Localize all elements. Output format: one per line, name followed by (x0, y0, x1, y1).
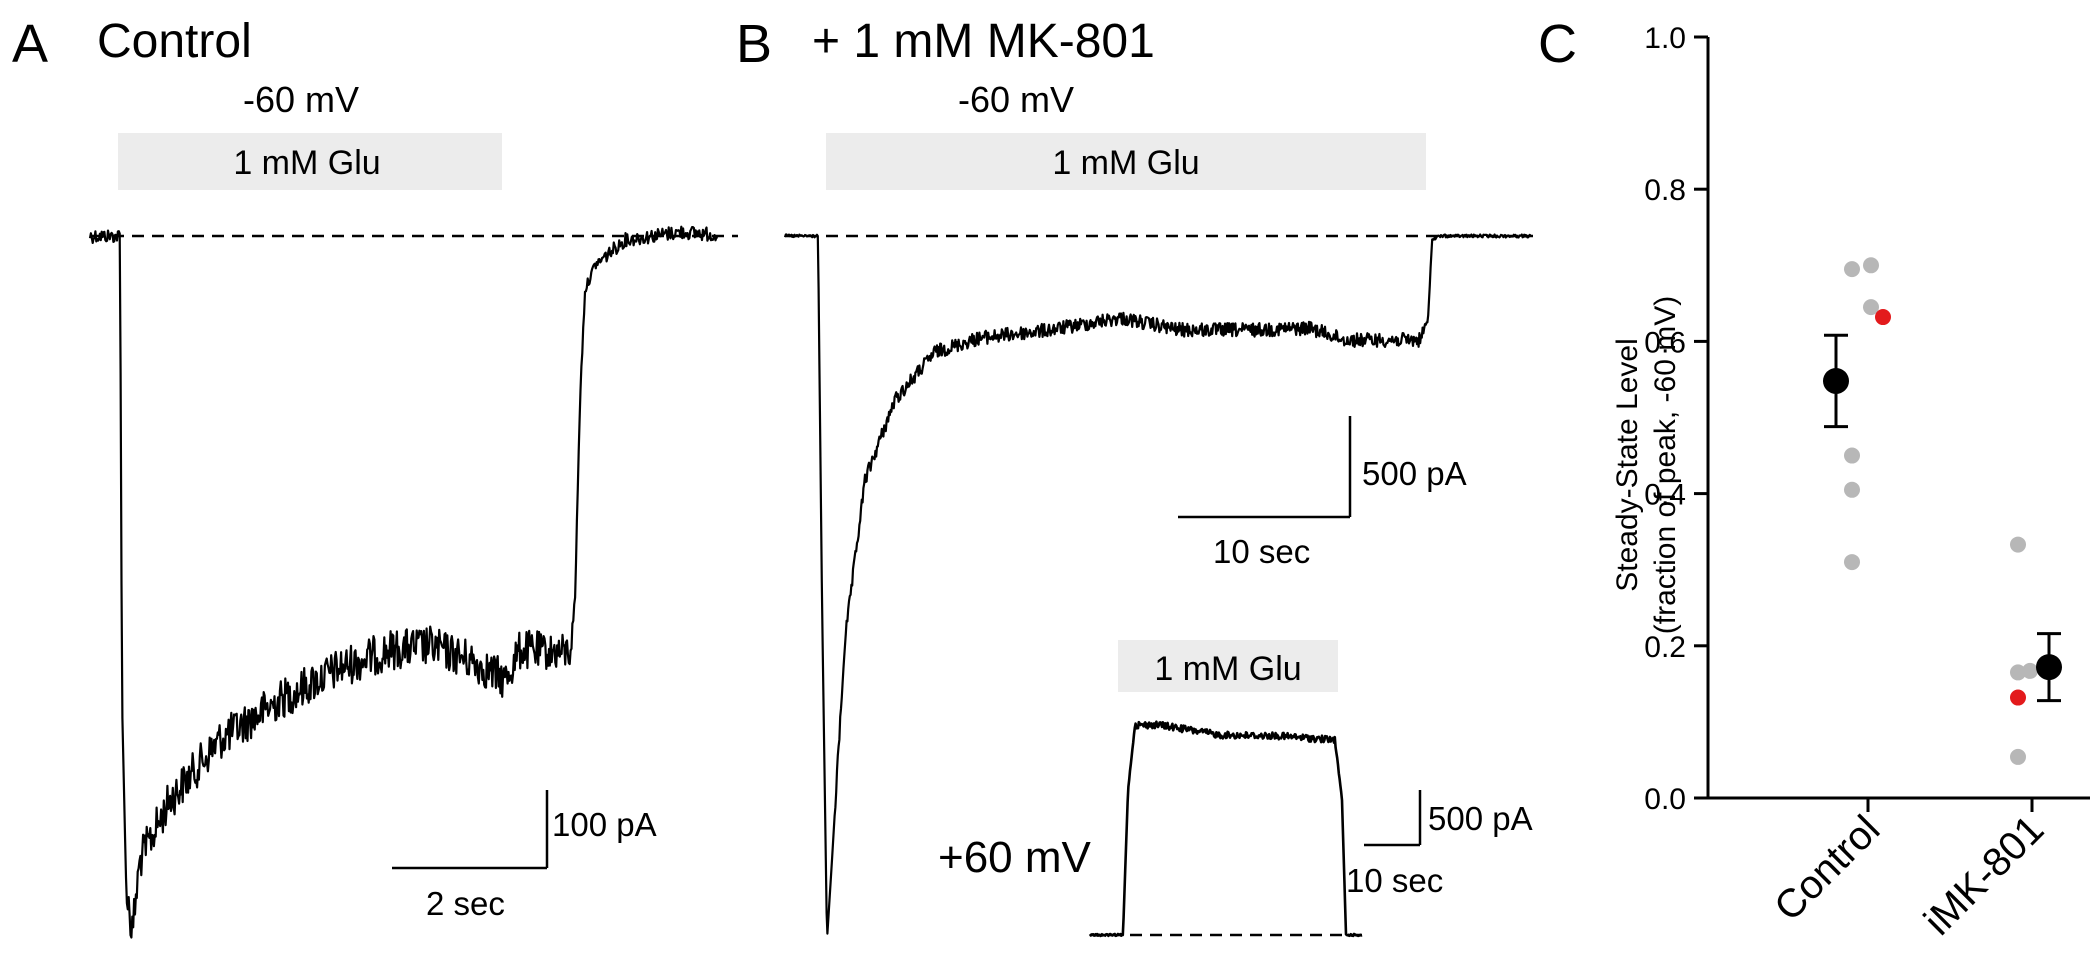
mean-point (1823, 367, 1849, 394)
panel-b-title: + 1 mM MK-801 (812, 15, 1155, 68)
panel-a-current-scale-label: 100 pA (552, 806, 657, 843)
inset-time-scale-label: 10 sec (1346, 862, 1443, 899)
individual-point (1844, 447, 1860, 464)
panel-b-time-scale-label: 10 sec (1213, 533, 1310, 570)
inset-current-trace (1088, 720, 1363, 938)
inset-current-scale-label: 500 pA (1428, 800, 1533, 837)
individual-point (1863, 257, 1879, 274)
mean-point (2036, 654, 2062, 681)
inset-voltage-label: +60 mV (938, 833, 1092, 882)
individual-point (1863, 299, 1879, 316)
individual-point (1844, 554, 1860, 571)
panel-b-current-scale-label: 500 pA (1362, 455, 1467, 492)
individual-point (2010, 748, 2026, 765)
panel-a-time-scale-label: 2 sec (426, 885, 505, 922)
y-tick-label: 0.0 (1644, 783, 1686, 816)
panel-b-voltage-label: -60 mV (958, 79, 1074, 120)
panel-b-glutamate-label: 1 mM Glu (1052, 144, 1199, 182)
x-category-label: Control (1766, 807, 1888, 929)
y-axis-title-line-1: Steady-State Level (1611, 338, 1644, 592)
panel-a-current-trace (88, 225, 719, 939)
individual-point (1844, 261, 1860, 278)
individual-point (2010, 536, 2026, 553)
panel-b: B + 1 mM MK-801 -60 mV 1 mM Glu 500 pA 1… (736, 14, 1533, 938)
panel-c: C Steady-State Level (fraction of peak, … (1538, 14, 2090, 944)
panel-c-points (1823, 257, 2062, 765)
panel-b-current-trace (783, 233, 1532, 935)
y-tick-label: 0.4 (1644, 479, 1686, 512)
panel-c-letter: C (1538, 14, 1577, 74)
inset-glutamate-bar (1118, 640, 1338, 692)
panel-b-glutamate-bar (826, 133, 1426, 190)
y-tick-label: 1.0 (1644, 22, 1686, 55)
y-tick-label: 0.2 (1644, 631, 1686, 664)
panel-c-y-axis-title: Steady-State Level (fraction of peak, -6… (1611, 296, 1682, 634)
inset-glutamate-label: 1 mM Glu (1154, 650, 1301, 688)
panel-a-letter: A (12, 14, 48, 74)
x-category-label: iMK-801 (1916, 807, 2052, 943)
individual-point (2010, 664, 2026, 681)
panel-a-glutamate-label: 1 mM Glu (233, 144, 380, 182)
individual-point (1844, 481, 1860, 498)
panel-a: A Control -60 mV 1 mM Glu 100 pA 2 sec (12, 14, 738, 939)
y-axis-title-line-2: (fraction of peak, -60 mV) (1649, 296, 1682, 634)
panel-a-glutamate-bar (118, 133, 502, 190)
panel-b-inset: 1 mM Glu +60 mV 500 pA 10 sec (938, 640, 1533, 938)
y-tick-label: 0.8 (1644, 174, 1686, 207)
individual-point (2022, 662, 2038, 679)
panel-a-title: Control (97, 15, 252, 68)
panel-a-voltage-label: -60 mV (243, 79, 359, 120)
panel-b-letter: B (736, 14, 772, 74)
y-tick-label: 0.6 (1644, 326, 1686, 359)
highlight-point (1875, 309, 1891, 326)
panel-c-axes: 0.0 0.2 0.4 0.6 0.8 1.0 Control iMK-801 (1644, 22, 2090, 944)
highlight-point (2010, 689, 2026, 706)
